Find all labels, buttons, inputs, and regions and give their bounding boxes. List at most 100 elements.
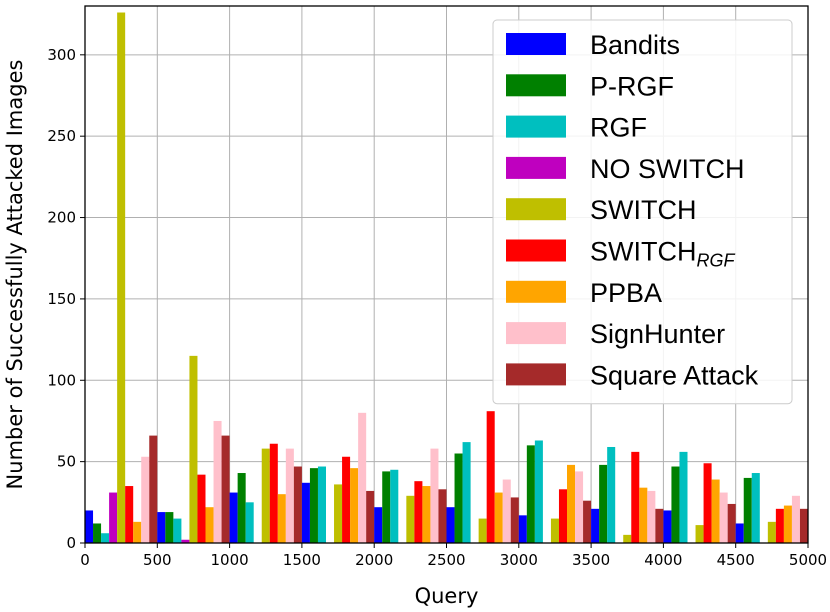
x-axis-label: Query [415,584,479,608]
legend-swatch [506,156,566,179]
bar [422,486,431,543]
bar [93,523,102,543]
bar [478,518,487,543]
bar [293,466,302,543]
bar [575,471,584,543]
legend-entry: SWITCH [590,195,696,225]
bar [374,507,383,543]
bar [671,466,680,543]
x-tick-label: 500 [143,551,172,569]
bar [334,484,343,543]
bar [494,492,503,543]
legend-entry: SignHunter [590,319,725,349]
bar [237,473,246,543]
bar [261,448,270,543]
bar [301,482,310,543]
x-tick-label: 0 [80,551,90,569]
x-tick-label: 2000 [355,551,393,569]
bar [518,515,527,543]
bar [414,481,423,543]
bar [526,445,535,543]
legend-entry: PPBA [590,278,662,308]
bar [775,508,784,543]
y-tick-label: 50 [57,453,76,471]
bar [591,508,600,543]
bar [583,500,592,543]
bar [117,12,126,543]
bar [639,487,648,543]
bar [558,489,567,543]
legend-swatch [506,198,566,221]
y-tick-label: 0 [66,534,76,552]
bar [695,525,704,543]
bar [309,468,318,543]
legend-swatch [506,33,566,55]
legend-swatch [506,74,566,97]
legend-entry-label: PPBA [590,278,662,308]
bar [655,508,664,543]
bar [197,474,206,543]
legend-entry: RGF [590,113,647,143]
bar [350,468,359,543]
bar [285,448,294,543]
bar [277,494,286,543]
legend-entry: NO SWITCH [590,154,745,184]
legend-swatch [506,239,566,262]
bar [502,479,511,543]
legend-entry-label: SWITCH [590,195,696,225]
bar [703,463,712,543]
bar [125,486,134,543]
bar [454,453,463,543]
bar [767,521,776,543]
bar [631,451,640,543]
x-tick-label: 2500 [427,551,465,569]
bar [679,451,688,543]
bar [149,435,158,543]
bar [711,479,720,543]
bar [719,492,728,543]
x-tick-label: 4500 [717,551,755,569]
y-axis-label: Number of Successfully Attacked Images [3,60,27,490]
ticks: 0 500 1000 1500 2000 2500 3000 3500 4000 4500 5000… [47,46,827,569]
y-tick-label: 100 [47,371,76,389]
bar [358,412,367,543]
legend-swatch [506,115,566,138]
legend-entry-label: Square Attack [590,360,759,390]
bar [743,477,752,543]
y-tick-label: 250 [47,127,76,145]
bar [663,510,672,543]
x-tick-label: 4000 [644,551,682,569]
legend-swatch [506,280,566,303]
x-tick-label: 3500 [572,551,610,569]
bar [799,508,808,543]
bars [85,12,808,543]
bar [390,469,399,543]
bar [157,512,166,543]
bar [735,523,744,543]
legend-entry: P-RGF [590,71,674,101]
y-tick-label: 200 [47,209,76,227]
bar [213,420,222,543]
legend-entry-label: NO SWITCH [590,154,745,184]
bar [189,355,198,543]
bar [229,492,238,543]
bar [85,510,94,543]
bar [317,466,326,543]
bar [647,490,656,543]
bar [382,471,391,543]
x-tick-label: 5000 [789,551,827,569]
legend-entry-label: Bandits [590,30,680,60]
legend-entry: SWITCHRGF [590,237,735,271]
y-tick-label: 150 [47,290,76,308]
legend-entry-subscript: RGF [696,251,735,271]
bar [783,505,792,543]
bar [221,435,230,543]
bar [430,448,439,543]
y-tick-label: 300 [47,46,76,64]
bar [550,518,559,543]
legend-entry-label: P-RGF [590,71,674,101]
bar [567,464,576,543]
bar [109,492,118,543]
legend: Bandits P-RGF RGF NO SWITCH SWITCH SWITCHRGF P… [492,19,793,405]
